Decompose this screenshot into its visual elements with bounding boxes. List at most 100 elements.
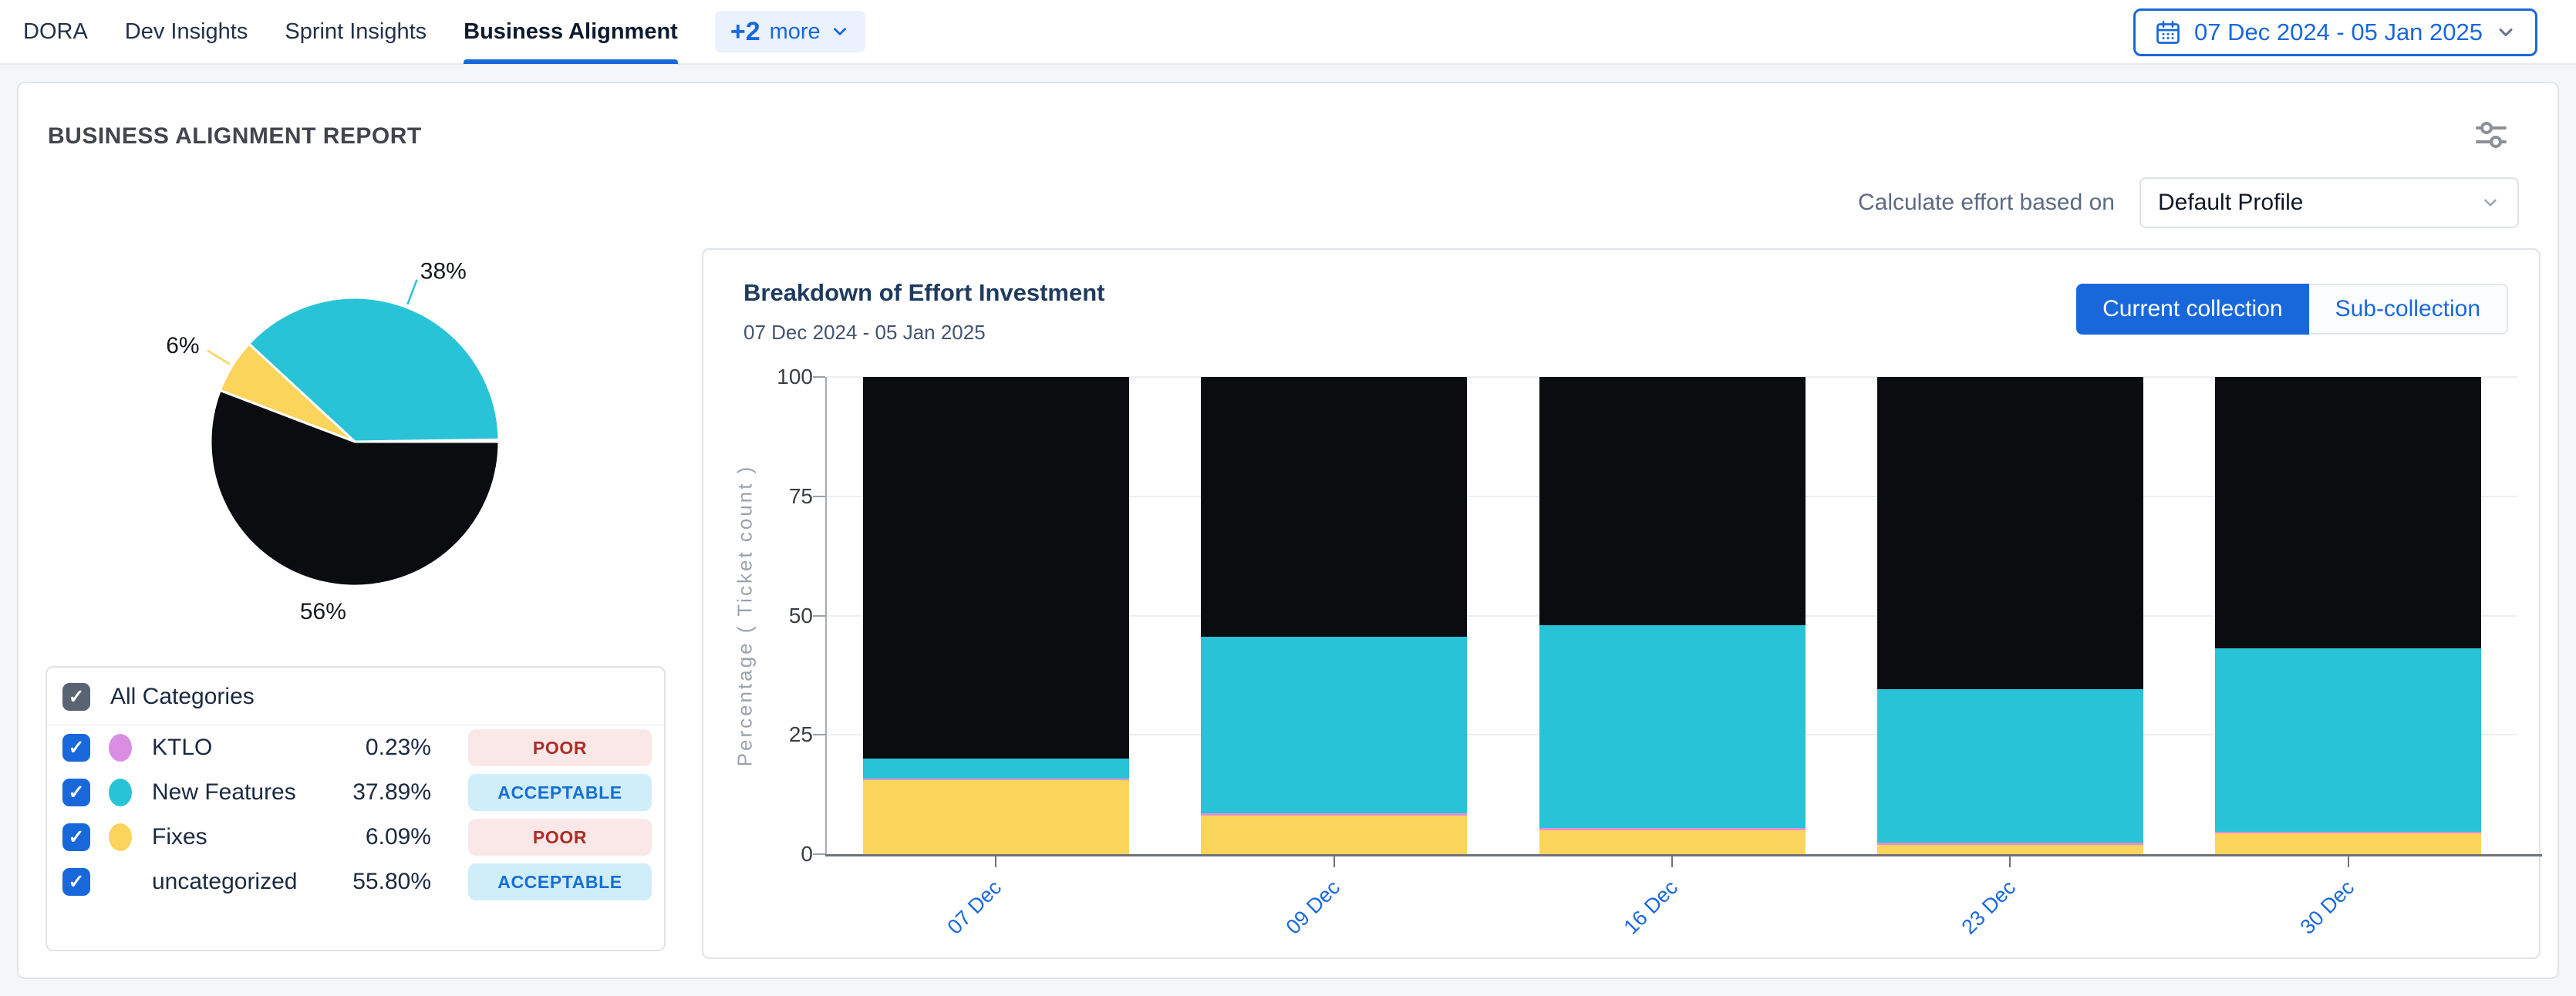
filter-settings-icon[interactable] — [2473, 117, 2510, 151]
pie-label-line — [207, 349, 231, 365]
category-checkbox[interactable]: ✓ — [62, 779, 90, 806]
pie-slice-label: 56% — [300, 599, 346, 624]
category-checkbox[interactable]: ✓ — [62, 734, 90, 762]
bar-segment-new-features[interactable] — [1876, 689, 2143, 843]
y-axis-tick — [813, 853, 825, 855]
x-axis-label: 30 Dec — [2295, 876, 2359, 939]
bar-09-dec[interactable] — [1201, 377, 1468, 854]
x-axis-label: 09 Dec — [1281, 876, 1344, 939]
bar-segment-ktlo[interactable] — [1539, 827, 1806, 831]
x-axis-tick — [1671, 856, 1673, 867]
effort-distribution-pie-chart: 38% 6% 56% — [166, 259, 501, 624]
bar-segment-fixes[interactable] — [862, 780, 1129, 854]
tab-dora[interactable]: DORA — [23, 19, 88, 44]
all-categories-label: All Categories — [110, 684, 255, 709]
y-axis-tick — [813, 734, 825, 736]
x-axis-line — [825, 854, 2542, 856]
chart-subtitle: 07 Dec 2024 - 05 Jan 2025 — [743, 321, 986, 344]
bar-segment-uncategorized[interactable] — [1539, 377, 1806, 625]
y-axis-tick-label: 75 — [788, 483, 813, 508]
bar-segment-fixes[interactable] — [1539, 830, 1806, 854]
status-badge: POOR — [468, 819, 652, 856]
bar-segment-ktlo[interactable] — [1876, 842, 2143, 845]
sub-collection-button[interactable]: Sub-collection — [2308, 284, 2508, 335]
grid-line — [827, 376, 2517, 378]
bar-30-dec[interactable] — [2215, 377, 2482, 854]
date-range-label: 07 Dec 2024 - 05 Jan 2025 — [2194, 19, 2483, 45]
legend-row-uncategorized: ✓ uncategorized 55.80% ACCEPTABLE — [47, 860, 664, 904]
chevron-down-icon — [2499, 28, 2513, 37]
x-axis-label: 23 Dec — [1957, 876, 2021, 939]
status-badge: POOR — [468, 729, 652, 766]
bar-07-dec[interactable] — [862, 377, 1129, 854]
chart-title: Breakdown of Effort Investment — [743, 279, 1105, 306]
chevron-down-icon — [2484, 199, 2497, 207]
y-axis-tick-label: 100 — [777, 365, 813, 389]
category-name: Fixes — [152, 824, 207, 850]
pie-slice-new-features[interactable] — [248, 296, 501, 443]
status-badge: ACCEPTABLE — [468, 863, 652, 900]
top-navigation: DORA Dev Insights Sprint Insights Busine… — [0, 0, 2576, 65]
legend-row-fixes: ✓ Fixes 6.09% POOR — [47, 815, 664, 860]
category-color-dot — [109, 779, 132, 806]
calendar-icon — [2156, 21, 2180, 44]
pie-slice-label: 38% — [420, 259, 467, 284]
tab-business-alignment[interactable]: Business Alignment — [464, 0, 678, 64]
category-percent: 0.23% — [365, 735, 431, 760]
bar-segment-uncategorized[interactable] — [1876, 377, 2143, 690]
x-axis-tick — [995, 856, 997, 867]
pie-slice-label: 6% — [166, 333, 199, 358]
legend-row-new-features: ✓ New Features 37.89% ACCEPTABLE — [47, 770, 664, 815]
all-categories-checkbox[interactable]: ✓ — [62, 683, 90, 711]
tab-dev-insights[interactable]: Dev Insights — [124, 19, 248, 44]
profile-select-value: Default Profile — [2158, 190, 2304, 215]
category-checkbox[interactable]: ✓ — [62, 823, 90, 851]
bar-segment-ktlo[interactable] — [2215, 831, 2482, 834]
tab-sprint-insights[interactable]: Sprint Insights — [285, 19, 427, 44]
category-legend-card: ✓ All Categories ✓ KTLO 0.23% POOR ✓ New… — [46, 666, 666, 951]
bar-segment-new-features[interactable] — [2215, 648, 2482, 832]
y-axis-tick-label: 25 — [788, 722, 813, 747]
y-axis-tick-label: 0 — [801, 842, 813, 866]
pie-slice-uncategorized[interactable] — [209, 389, 501, 587]
category-name: uncategorized — [152, 869, 298, 894]
bar-segment-ktlo[interactable] — [862, 779, 1129, 781]
bar-segment-uncategorized[interactable] — [862, 377, 1129, 759]
bar-segment-ktlo[interactable] — [1201, 813, 1468, 816]
all-categories-row: ✓ All Categories — [47, 668, 664, 725]
x-axis-tick — [1333, 856, 1335, 867]
bar-segment-new-features[interactable] — [862, 759, 1129, 779]
bar-segment-uncategorized[interactable] — [2215, 377, 2482, 649]
y-axis-tick — [813, 376, 825, 378]
y-axis-tick — [813, 495, 825, 497]
category-name: KTLO — [152, 735, 213, 760]
pie-label-line — [406, 279, 418, 305]
bar-segment-uncategorized[interactable] — [1201, 377, 1468, 638]
category-color-dot — [109, 734, 132, 762]
y-axis-tick-label: 50 — [788, 603, 813, 628]
category-checkbox[interactable]: ✓ — [62, 868, 90, 896]
category-color-dot — [109, 823, 132, 851]
plus-icon: +2 — [730, 17, 760, 46]
chevron-down-icon — [833, 28, 846, 35]
current-collection-button[interactable]: Current collection — [2076, 284, 2309, 335]
bar-segment-fixes[interactable] — [1201, 816, 1468, 854]
more-tabs-button[interactable]: +2 more — [714, 11, 865, 52]
bar-16-dec[interactable] — [1539, 377, 1806, 854]
bar-segment-fixes[interactable] — [1876, 844, 2143, 854]
effort-investment-chart-card: Breakdown of Effort Investment 07 Dec 20… — [702, 248, 2542, 959]
legend-row-ktlo: ✓ KTLO 0.23% POOR — [47, 725, 664, 770]
x-axis-tick — [2009, 856, 2011, 867]
collection-toggle: Current collection Sub-collection — [2076, 284, 2508, 335]
date-range-picker[interactable]: 07 Dec 2024 - 05 Jan 2025 — [2133, 8, 2537, 56]
calculate-effort-label: Calculate effort based on — [1857, 190, 2115, 215]
profile-select[interactable]: Default Profile — [2139, 177, 2519, 228]
category-percent: 55.80% — [352, 869, 431, 894]
page-title: BUSINESS ALIGNMENT REPORT — [48, 123, 422, 149]
bar-23-dec[interactable] — [1876, 377, 2143, 854]
x-axis-tick — [2347, 856, 2349, 867]
bar-segment-new-features[interactable] — [1201, 637, 1468, 813]
category-name: New Features — [152, 779, 296, 805]
bar-segment-fixes[interactable] — [2215, 833, 2482, 854]
bar-segment-new-features[interactable] — [1539, 624, 1806, 828]
